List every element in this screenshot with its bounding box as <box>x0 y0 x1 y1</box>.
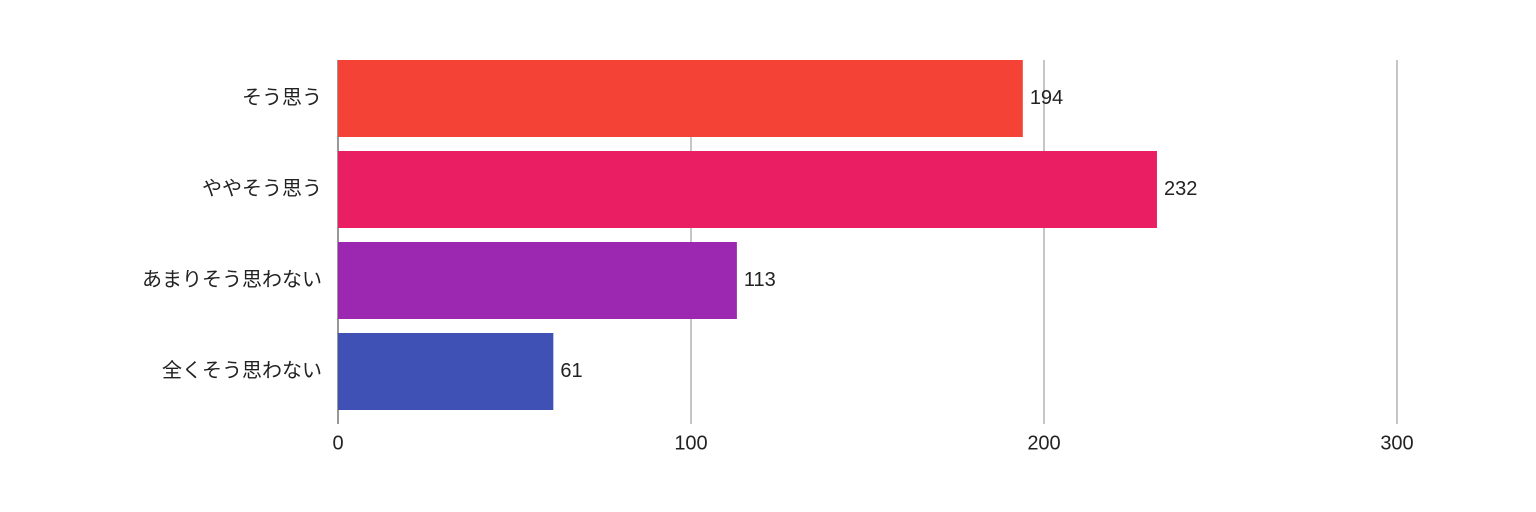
y-tick-label: あまりそう思わない <box>142 269 322 291</box>
x-tick-label: 300 <box>1380 432 1413 454</box>
bar <box>338 60 1023 137</box>
x-tick-label: 100 <box>674 432 707 454</box>
value-label: 113 <box>744 269 776 291</box>
value-label: 194 <box>1030 87 1063 109</box>
value-label: 61 <box>560 360 582 382</box>
x-tick-label: 200 <box>1027 432 1060 454</box>
bar <box>338 242 737 319</box>
y-tick-label: ややそう思う <box>202 178 322 200</box>
value-label: 232 <box>1164 178 1197 200</box>
bar <box>338 333 554 410</box>
x-tick-label: 0 <box>332 432 343 454</box>
y-tick-label: 全くそう思わない <box>162 359 322 382</box>
bar <box>338 151 1157 228</box>
y-tick-label: そう思う <box>242 87 322 109</box>
